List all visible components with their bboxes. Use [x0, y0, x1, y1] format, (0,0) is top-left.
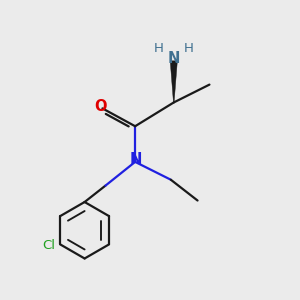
Polygon shape [170, 61, 177, 102]
Text: H: H [184, 42, 194, 55]
Text: N: N [168, 51, 180, 66]
Text: H: H [154, 42, 164, 55]
Text: O: O [94, 99, 106, 114]
Text: N: N [130, 152, 142, 167]
Text: Cl: Cl [42, 239, 56, 252]
